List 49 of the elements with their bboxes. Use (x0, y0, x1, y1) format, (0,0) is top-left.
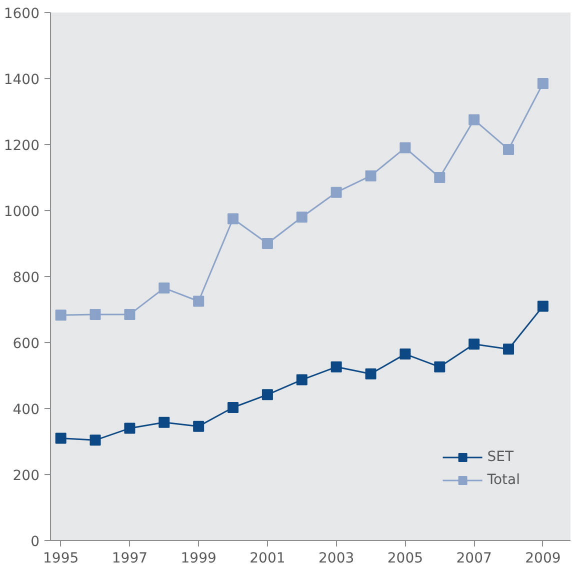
x-tick-label: 2009 (525, 550, 561, 566)
point (434, 361, 446, 372)
point (262, 389, 273, 400)
point (158, 282, 170, 294)
point (434, 172, 446, 183)
point (90, 434, 101, 446)
point (400, 348, 411, 360)
y-tick-label: 400 (12, 402, 40, 418)
point (503, 344, 514, 355)
point (296, 212, 308, 223)
point (262, 238, 273, 249)
x-tick-label: 2005 (387, 550, 424, 566)
point (468, 338, 480, 350)
point (55, 310, 66, 321)
point (228, 213, 239, 224)
x-tick-label: 1995 (43, 550, 79, 566)
point (468, 114, 480, 126)
y-tick-label: 1400 (4, 72, 40, 88)
legend-label: Total (487, 472, 520, 488)
point (503, 144, 514, 155)
point (400, 142, 411, 154)
point (537, 300, 548, 312)
y-tick-label: 1600 (4, 6, 40, 22)
x-tick-label: 2003 (318, 550, 354, 566)
point (330, 186, 342, 198)
legend-label: SET (487, 449, 514, 465)
x-tick-label: 1999 (180, 550, 216, 566)
point (90, 308, 101, 320)
point (124, 422, 136, 434)
point (193, 296, 204, 307)
point (228, 402, 239, 414)
x-tick-label: 1997 (112, 550, 148, 566)
x-tick-label: 2001 (250, 550, 286, 566)
point (365, 368, 376, 380)
point (193, 420, 204, 432)
y-tick-label: 600 (12, 336, 40, 352)
point (296, 374, 308, 386)
point (537, 78, 548, 89)
point (330, 361, 342, 372)
y-tick-label: 800 (12, 270, 40, 286)
point (158, 416, 170, 428)
y-tick-label: 1000 (4, 204, 40, 220)
y-tick-label: 0 (30, 534, 40, 550)
point (55, 432, 66, 444)
point (365, 170, 376, 182)
x-tick-label: 2007 (456, 550, 492, 566)
y-tick-label: 1200 (4, 138, 40, 154)
y-tick-label: 200 (12, 468, 40, 484)
point (124, 308, 136, 320)
